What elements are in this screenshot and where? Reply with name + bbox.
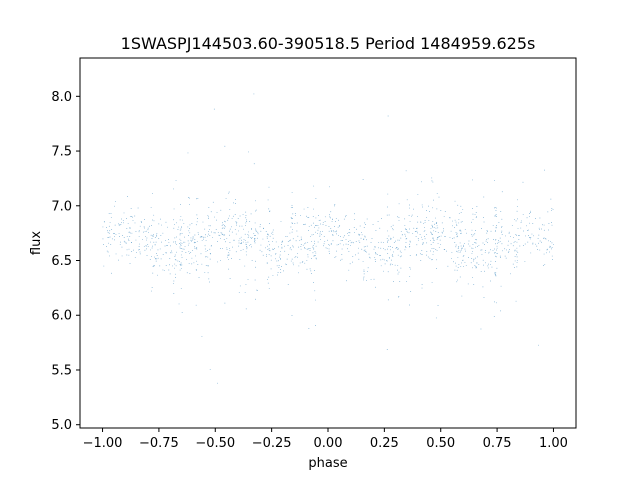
x-tick-label: −0.75 xyxy=(139,436,179,451)
y-tick-label: 7.0 xyxy=(51,199,72,214)
x-tick-label: −0.50 xyxy=(195,436,235,451)
x-tick-label: 0.00 xyxy=(314,436,343,451)
scatter-point-cloud xyxy=(102,93,554,384)
y-tick-label: 5.5 xyxy=(51,363,72,378)
x-tick-label: −1.00 xyxy=(83,436,123,451)
y-axis: 5.0 5.5 6.0 6.5 7.0 7.5 8.0 xyxy=(51,90,80,433)
x-tick-label: 0.50 xyxy=(426,436,455,451)
x-tick-label: 0.75 xyxy=(483,436,512,451)
y-tick-label: 6.0 xyxy=(51,309,72,324)
y-tick-label: 7.5 xyxy=(51,145,72,160)
chart-title: 1SWASPJ144503.60-390518.5 Period 1484959… xyxy=(121,34,536,53)
x-axis: −1.00 −0.75 −0.50 −0.25 0.00 0.25 0.50 0.75 1.00 xyxy=(83,428,568,451)
y-axis-label: flux xyxy=(29,231,44,255)
x-axis-label: phase xyxy=(308,456,347,471)
y-tick-label: 6.5 xyxy=(51,254,72,269)
x-tick-label: 0.25 xyxy=(370,436,399,451)
x-tick-label: −0.25 xyxy=(252,436,292,451)
y-tick-label: 8.0 xyxy=(51,90,72,105)
scatter-points xyxy=(102,93,554,384)
y-tick-label: 5.0 xyxy=(51,418,72,433)
x-tick-label: 1.00 xyxy=(539,436,568,451)
